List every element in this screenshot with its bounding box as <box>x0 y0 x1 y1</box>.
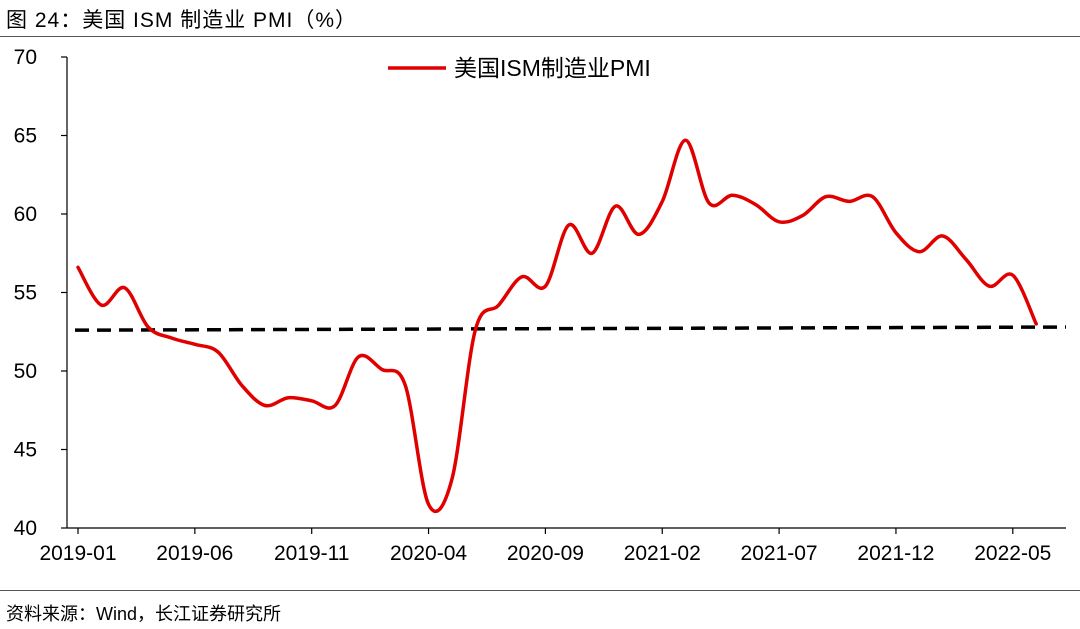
x-tick-label: 2021-12 <box>857 542 934 565</box>
y-tick-label: 55 <box>14 282 37 305</box>
x-tick-label: 2022-05 <box>974 542 1051 565</box>
y-tick-label: 70 <box>14 46 37 69</box>
series-line-ism-pmi <box>76 138 1038 513</box>
source-note: 资料来源：Wind，长江证券研究所 <box>6 604 282 624</box>
x-tick-label: 2020-09 <box>507 542 584 565</box>
x-tick-label: 2019-01 <box>39 542 116 565</box>
source-divider <box>0 590 1080 591</box>
y-tick-label: 50 <box>14 360 37 383</box>
x-tick-label: 2020-04 <box>390 542 467 565</box>
x-tick-label: 2019-06 <box>156 542 233 565</box>
figure-title: 图 24：美国 ISM 制造业 PMI（%） <box>6 9 358 32</box>
y-tick-label: 60 <box>14 203 37 226</box>
pmi-line-chart: 40 45 50 55 60 65 70 2019-01 2019-06 2019-11 2020-… <box>14 46 1067 565</box>
legend-label: 美国ISM制造业PMI <box>454 55 651 81</box>
y-tick-label: 40 <box>14 517 37 540</box>
y-tick-label: 65 <box>14 125 37 148</box>
title-divider <box>0 36 1080 37</box>
x-tick-label: 2021-02 <box>624 542 701 565</box>
x-tick-label: 2019-11 <box>274 542 350 565</box>
x-tick-label: 2021-07 <box>741 542 818 565</box>
reference-dashed-line <box>74 325 1067 332</box>
y-tick-label: 45 <box>14 439 37 462</box>
